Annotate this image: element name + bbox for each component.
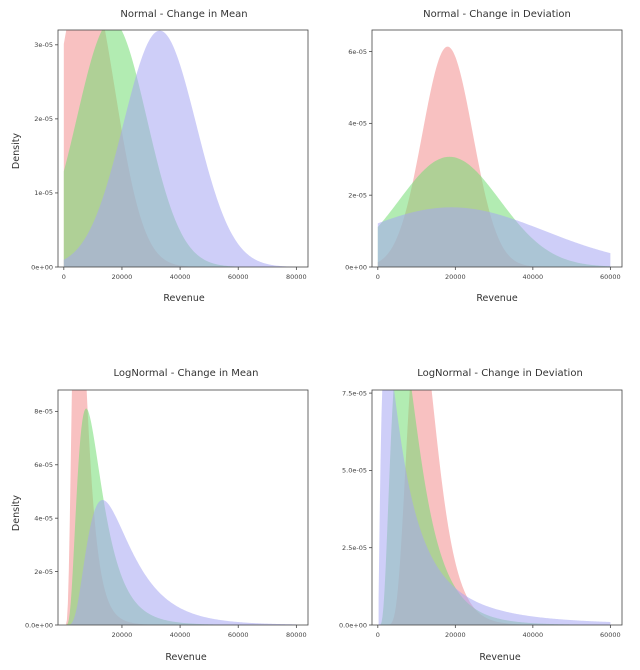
panel-normal-deviation: Normal - Change in Deviation Revenue 0 20… xyxy=(345,9,623,304)
y-tick-label: 4e-05 xyxy=(34,514,53,522)
y-tick-label: 5.0e-05 xyxy=(342,467,367,475)
x-tick-label: 80000 xyxy=(286,631,307,639)
x-tick-label: 0 xyxy=(376,631,380,639)
panel-lognormal-deviation: LogNormal - Change in Deviation Revenue … xyxy=(339,368,623,663)
panel-lognormal-mean: LogNormal - Change in Mean Revenue Densi… xyxy=(11,368,309,663)
x-axis-label: Revenue xyxy=(479,652,521,663)
y-tick-label: 0e+00 xyxy=(31,263,53,271)
x-tick-label: 60000 xyxy=(228,631,249,639)
x-tick-label: 60000 xyxy=(600,631,621,639)
y-tick-label: 0.0e+00 xyxy=(25,621,53,629)
panel-normal-mean: Normal - Change in Mean Revenue Density … xyxy=(11,9,309,304)
panel-title: Normal - Change in Deviation xyxy=(423,9,571,20)
y-axis-label: Density xyxy=(11,495,22,531)
x-tick-label: 20000 xyxy=(112,273,133,281)
y-tick-label: 7.5e-05 xyxy=(342,389,367,397)
x-tick-label: 0 xyxy=(376,273,380,281)
series-areas xyxy=(63,30,297,267)
x-tick-label: 80000 xyxy=(286,273,307,281)
series-areas xyxy=(377,46,611,267)
x-axis-label: Revenue xyxy=(163,293,205,304)
x-tick-label: 40000 xyxy=(170,273,191,281)
density-area-blue xyxy=(64,500,297,625)
plot-area: 20000 40000 60000 80000 0.0e+00 2e-05 4e-05 6e-… xyxy=(25,389,309,639)
y-tick-label: 2.5e-05 xyxy=(342,544,367,552)
x-tick-label: 20000 xyxy=(112,631,133,639)
x-axis-label: Revenue xyxy=(476,293,518,304)
y-axis-label: Density xyxy=(11,133,22,169)
y-tick-label: 4e-05 xyxy=(348,120,367,128)
x-axis-label: Revenue xyxy=(165,652,207,663)
y-tick-label: 6e-05 xyxy=(34,461,53,469)
y-tick-label: 0e+00 xyxy=(345,263,367,271)
plot-area: 0 20000 40000 60000 80000 0e+00 1e-05 2e-05 3e-0… xyxy=(31,29,309,281)
plot-frame xyxy=(57,29,309,268)
y-tick-label: 3e-05 xyxy=(34,41,53,49)
x-tick-label: 40000 xyxy=(523,273,544,281)
x-tick-label: 40000 xyxy=(170,631,191,639)
density-area-blue xyxy=(63,30,297,267)
plot-area: 0 20000 40000 60000 0e+00 2e-05 4e-05 6e-05 xyxy=(345,29,623,281)
y-tick-label: 0.0e+00 xyxy=(339,621,367,629)
series-areas xyxy=(64,390,297,625)
series-areas xyxy=(378,390,611,625)
x-tick-label: 0 xyxy=(62,273,66,281)
y-tick-label: 2e-05 xyxy=(34,568,53,576)
plot-frame xyxy=(57,389,309,626)
x-tick-label: 60000 xyxy=(228,273,249,281)
density-area-blue xyxy=(377,207,611,267)
x-tick-label: 20000 xyxy=(445,631,466,639)
x-tick-label: 20000 xyxy=(445,273,466,281)
panel-title: LogNormal - Change in Deviation xyxy=(417,368,583,379)
density-area-blue xyxy=(378,390,611,625)
y-tick-label: 8e-05 xyxy=(34,408,53,416)
plot-area: 0 20000 40000 60000 0.0e+00 2.5e-05 5.0e-05 7.5… xyxy=(339,389,623,639)
y-tick-label: 2e-05 xyxy=(348,191,367,199)
x-tick-label: 40000 xyxy=(523,631,544,639)
plot-frame xyxy=(371,389,623,626)
panel-title: LogNormal - Change in Mean xyxy=(113,368,258,379)
panel-title: Normal - Change in Mean xyxy=(120,9,247,20)
y-tick-label: 6e-05 xyxy=(348,48,367,56)
y-tick-label: 1e-05 xyxy=(34,189,53,197)
x-tick-label: 60000 xyxy=(600,273,621,281)
y-tick-label: 2e-05 xyxy=(34,115,53,123)
plot-frame xyxy=(371,29,623,268)
